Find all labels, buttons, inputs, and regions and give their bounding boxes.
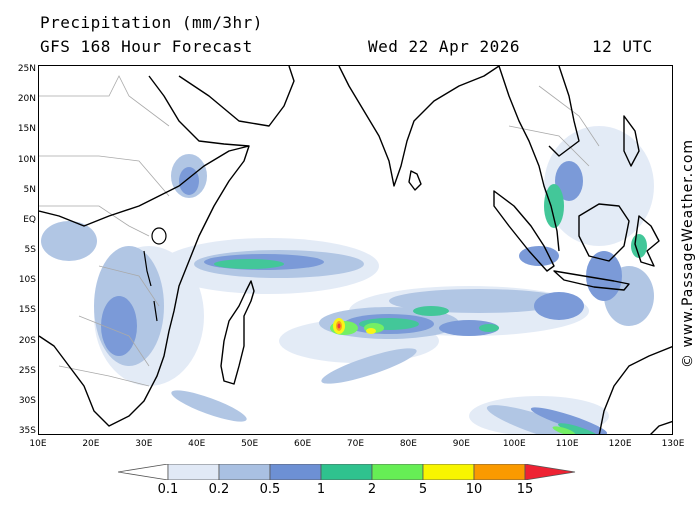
legend-swatch-high xyxy=(524,464,576,480)
legend-label: 5 xyxy=(418,482,428,497)
lon-tick-label: 100E xyxy=(502,439,526,449)
lat-tick-label: 5S xyxy=(24,245,36,255)
legend-label: 1 xyxy=(316,482,326,497)
legend-swatch xyxy=(473,464,526,480)
lon-tick-label: 60E xyxy=(294,439,312,449)
lon-tick-label: 110E xyxy=(555,439,579,449)
legend-label: 2 xyxy=(367,482,377,497)
lat-tick-label: 10N xyxy=(17,154,36,165)
lat-tick-label: 25N xyxy=(17,64,36,74)
lon-tick-label: 10E xyxy=(29,439,47,449)
lon-tick-label: 120E xyxy=(608,439,632,449)
lat-tick-label: EQ xyxy=(23,214,36,225)
legend-swatch xyxy=(422,464,475,480)
lat-tick-label: 35S xyxy=(18,426,36,436)
lon-tick-label: 90E xyxy=(452,439,470,449)
legend-label: 0.2 xyxy=(208,482,230,497)
forecast-time: 12 UTC xyxy=(592,37,653,56)
lakes xyxy=(143,227,167,322)
legend-label: 10 xyxy=(465,482,483,497)
legend-swatch xyxy=(218,464,271,480)
precipitation-map xyxy=(38,65,673,435)
lat-tick-label: 30S xyxy=(18,395,36,406)
lat-tick-label: 15N xyxy=(17,124,36,135)
lon-tick-label: 40E xyxy=(188,439,206,449)
lat-tick-label: 5N xyxy=(23,184,36,195)
lat-tick-label: 15S xyxy=(18,305,36,316)
lat-tick-label: 25S xyxy=(18,365,36,376)
lon-tick-label: 30E xyxy=(135,439,153,449)
legend-swatch-low xyxy=(118,464,169,480)
legend-swatch xyxy=(320,464,373,480)
lat-tick-label: 20N xyxy=(17,94,36,105)
coastlines xyxy=(39,66,672,434)
legend-swatch xyxy=(269,464,322,480)
precipitation-overlay xyxy=(41,126,654,434)
lon-tick-label: 130E xyxy=(661,439,685,449)
country-borders xyxy=(39,75,600,387)
lat-tick-label: 20S xyxy=(18,335,36,346)
legend-swatch xyxy=(371,464,424,480)
precipitation-legend xyxy=(118,464,576,480)
watermark-credit: © www.PassageWeather.com xyxy=(680,138,696,368)
lat-tick-label: 10S xyxy=(18,275,36,286)
legend-swatch xyxy=(167,464,220,480)
lon-tick-label: 70E xyxy=(346,439,365,449)
chart-title: Precipitation (mm/3hr) xyxy=(40,13,263,32)
forecast-date: Wed 22 Apr 2026 xyxy=(368,37,520,56)
lon-tick-label: 20E xyxy=(82,439,100,449)
lon-tick-label: 80E xyxy=(399,439,417,449)
legend-label: 0.1 xyxy=(157,482,179,497)
lon-tick-label: 50E xyxy=(241,439,259,449)
legend-label: 0.5 xyxy=(259,482,281,497)
map-canvas xyxy=(39,66,672,434)
forecast-label: GFS 168 Hour Forecast xyxy=(40,37,253,56)
legend-label: 15 xyxy=(516,482,534,497)
